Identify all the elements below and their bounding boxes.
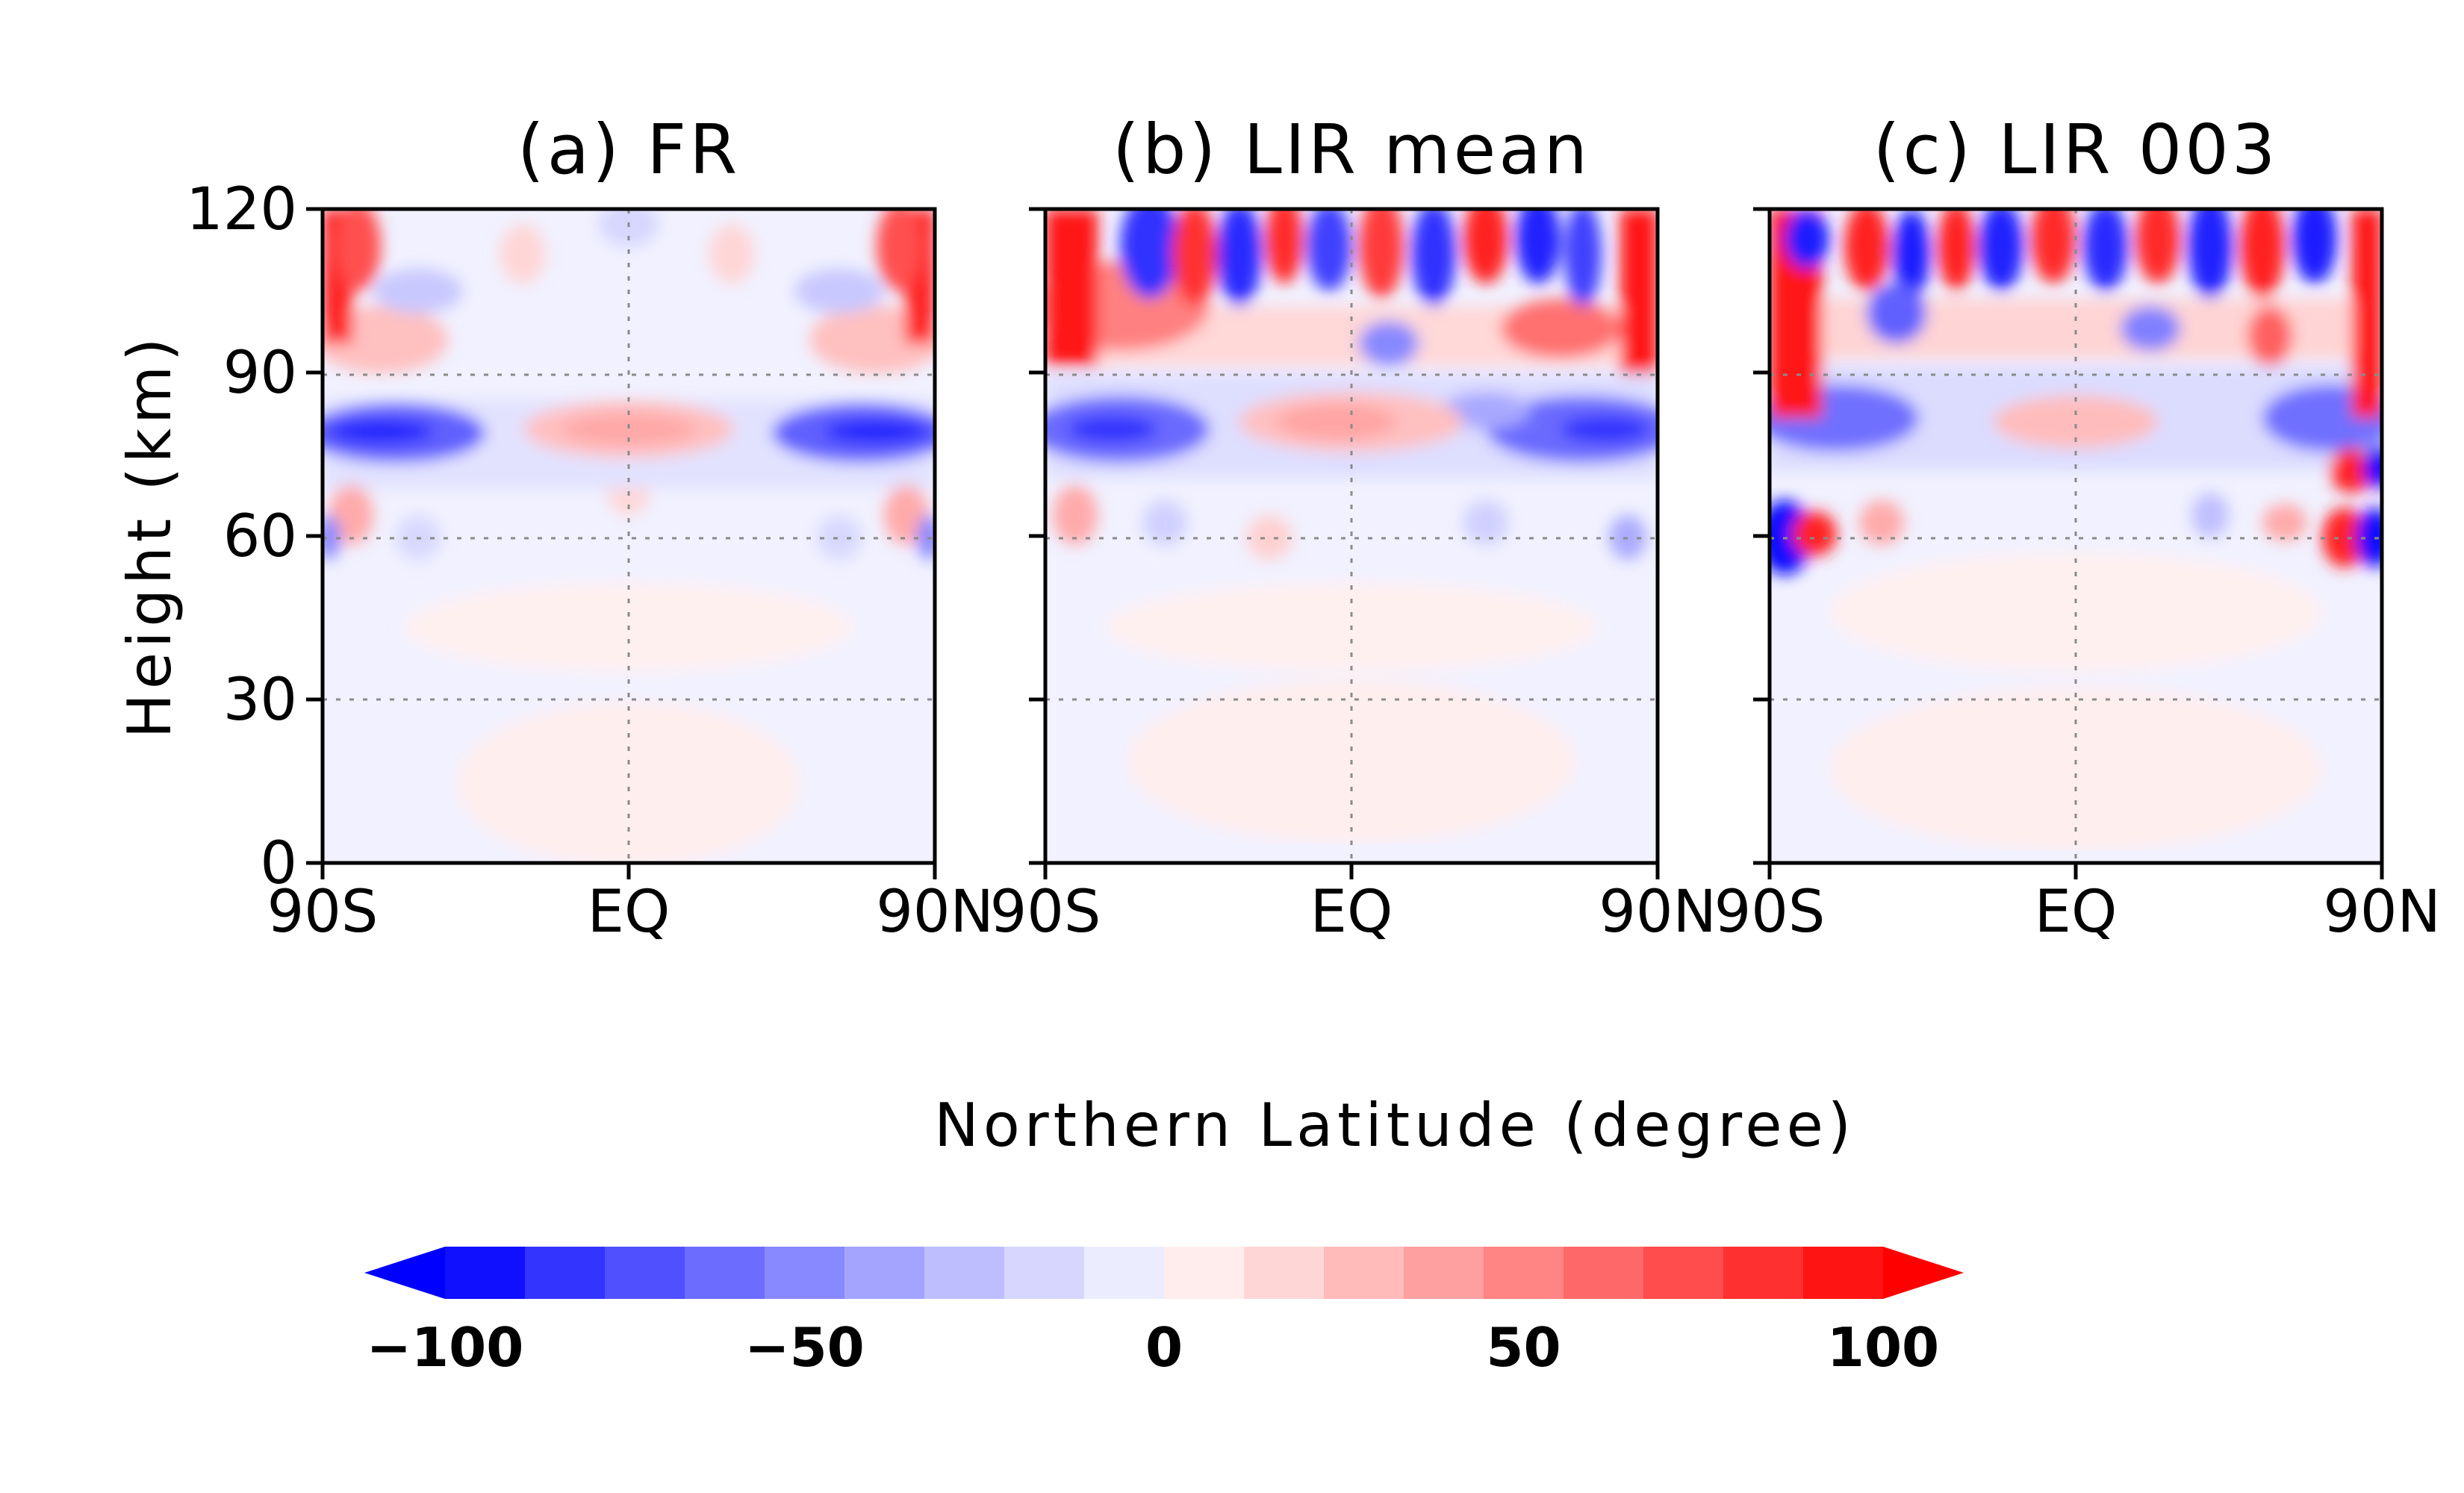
panel-a bbox=[320, 207, 937, 865]
x-tick-label-b-0: 90S bbox=[990, 879, 1101, 946]
y-tick-label-2: 60 bbox=[223, 503, 297, 570]
x-axis-label: Northern Latitude (degree) bbox=[934, 1091, 1855, 1160]
colorbar-segment-3 bbox=[685, 1247, 765, 1299]
panel-title-a: (a) FR bbox=[517, 110, 740, 190]
colorbar-segment-15 bbox=[1643, 1247, 1724, 1299]
y-tick-label-4: 120 bbox=[186, 176, 297, 243]
colorbar-segment-9 bbox=[1164, 1247, 1245, 1299]
y-tick-label-3: 90 bbox=[223, 340, 297, 407]
colorbar-segment-10 bbox=[1244, 1247, 1325, 1299]
heatmap-field-c bbox=[1770, 209, 2382, 863]
colorbar-extend-high bbox=[1883, 1247, 1964, 1299]
x-tick-label-b-1: EQ bbox=[1310, 879, 1393, 946]
y-tick-label-0: 0 bbox=[260, 830, 297, 897]
colorbar: −100 −50 0 50 100 bbox=[364, 1247, 1964, 1379]
colorbar-label-1: −50 bbox=[744, 1316, 865, 1379]
colorbar-segment-17 bbox=[1803, 1247, 1884, 1299]
x-tick-label-a-0: 90S bbox=[267, 879, 379, 946]
colorbar-label-4: 100 bbox=[1827, 1316, 1939, 1379]
colorbar-segment-16 bbox=[1723, 1247, 1804, 1299]
colorbar-label-2: 0 bbox=[1145, 1316, 1183, 1379]
colorbar-segment-14 bbox=[1564, 1247, 1644, 1299]
colorbar-segment-12 bbox=[1404, 1247, 1484, 1299]
colorbar-segment-5 bbox=[844, 1247, 925, 1299]
colorbar-segment-0 bbox=[445, 1247, 526, 1299]
colorbar-segment-6 bbox=[924, 1247, 1005, 1299]
panel-title-b: (b) LIR mean bbox=[1113, 110, 1590, 190]
colorbar-label-3: 50 bbox=[1486, 1316, 1561, 1379]
colorbar-segment-11 bbox=[1324, 1247, 1404, 1299]
colorbar-segment-2 bbox=[605, 1247, 685, 1299]
x-tick-label-a-1: EQ bbox=[588, 879, 671, 946]
colorbar-segment-8 bbox=[1084, 1247, 1165, 1299]
panel-c bbox=[1767, 207, 2384, 865]
y-tick-label-1: 30 bbox=[223, 667, 297, 734]
x-tick-label-c-1: EQ bbox=[2035, 879, 2118, 946]
x-tick-label-b-2: 90N bbox=[1599, 879, 1717, 946]
colorbar-segment-4 bbox=[765, 1247, 845, 1299]
colorbar-label-0: −100 bbox=[367, 1316, 524, 1379]
y-axis-label: Height (km) bbox=[115, 334, 184, 739]
x-tick-label-a-2: 90N bbox=[876, 879, 994, 946]
heatmap-field-b bbox=[1045, 209, 1658, 863]
x-tick-label-c-0: 90S bbox=[1714, 879, 1826, 946]
colorbar-segment-13 bbox=[1484, 1247, 1564, 1299]
panel-title-c: (c) LIR 003 bbox=[1873, 110, 2279, 190]
colorbar-segment-1 bbox=[525, 1247, 606, 1299]
colorbar-segment-7 bbox=[1004, 1247, 1085, 1299]
colorbar-extend-low bbox=[364, 1247, 445, 1299]
x-tick-label-c-2: 90N bbox=[2323, 879, 2441, 946]
panel-b bbox=[1043, 207, 1660, 865]
